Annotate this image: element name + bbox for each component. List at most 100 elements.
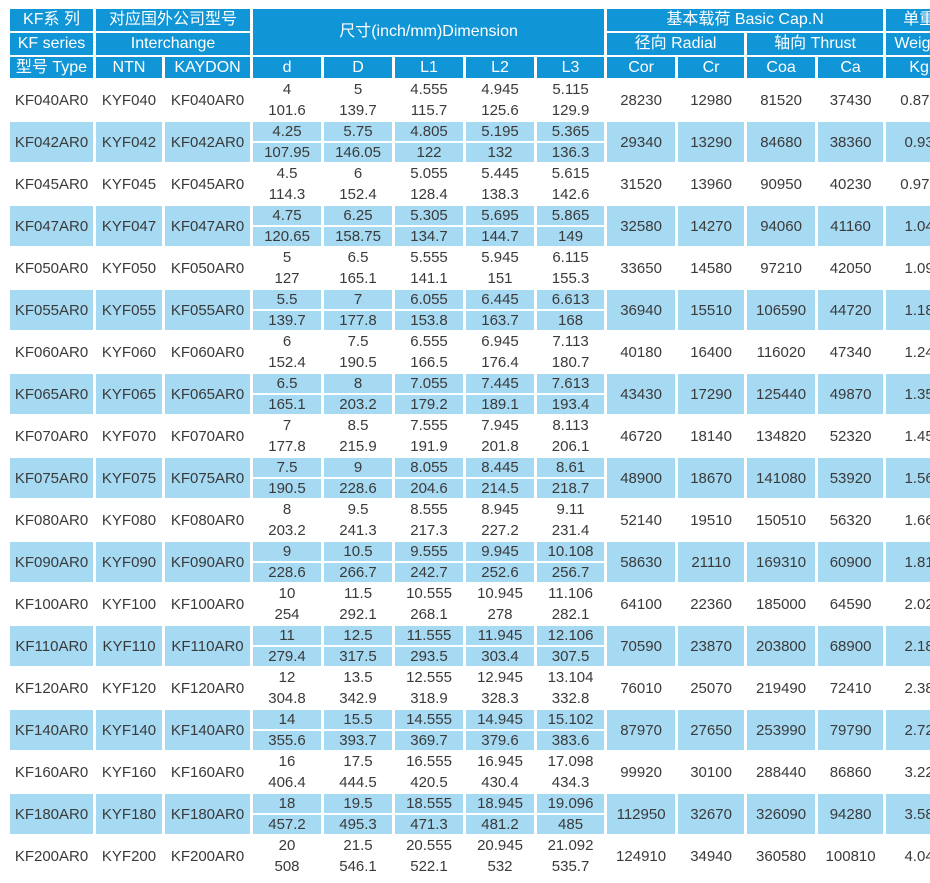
cell-dim-L1: 10.555 268.1 bbox=[395, 584, 463, 624]
cell-cor: 43430 bbox=[607, 374, 676, 414]
cell-kaydon: KF200AR0 bbox=[170, 847, 245, 865]
dim-inch: 17.098 bbox=[547, 753, 594, 770]
dim-inch: 6.055 bbox=[395, 290, 464, 311]
header-col-cor: Cor bbox=[607, 57, 676, 78]
dim-mm: 293.5 bbox=[410, 648, 448, 665]
cell-kg: 2.18 bbox=[886, 626, 930, 666]
cell-kaydon: KF140AR0 bbox=[165, 710, 251, 750]
cell-cr: 14580 bbox=[690, 259, 732, 277]
dim-inch: 4.5 bbox=[276, 165, 298, 182]
dim-inch: 14.945 bbox=[466, 710, 535, 731]
cell-coa: 150510 bbox=[756, 511, 807, 529]
table-row: KF050AR0 KYF050 KF050AR0 5 127 6.5 165.1 5… bbox=[10, 248, 930, 288]
cell-dim-D: 8 203.2 bbox=[324, 374, 393, 414]
dim-mm: 155.3 bbox=[551, 270, 590, 287]
dim-mm: 420.5 bbox=[410, 774, 448, 791]
header-dimension: 尺寸(inch/mm)Dimension bbox=[253, 9, 605, 55]
table-row: KF180AR0 KYF180 KF180AR0 18 457.2 19.5 495… bbox=[10, 794, 930, 834]
cell-type: KF050AR0 bbox=[14, 259, 89, 277]
dim-inch: 8.945 bbox=[481, 501, 519, 518]
cell-ca: 86860 bbox=[829, 763, 872, 781]
dim-inch: 12 bbox=[278, 669, 296, 686]
dim-mm: 163.7 bbox=[481, 312, 519, 329]
cell-kaydon: KF090AR0 bbox=[165, 542, 251, 582]
dim-inch: 9 bbox=[324, 458, 393, 479]
dim-mm: 107.95 bbox=[264, 144, 310, 161]
dim-mm: 176.4 bbox=[481, 354, 519, 371]
cell-dim-d: 4.25 107.95 bbox=[253, 122, 322, 162]
cell-cor: 33650 bbox=[620, 259, 662, 277]
cell-ntn: KYF060 bbox=[101, 343, 157, 361]
cell-dim-L2: 4.945 125.6 bbox=[466, 80, 534, 120]
cell-type: KF060AR0 bbox=[14, 343, 89, 361]
cell-cr: 21110 bbox=[678, 542, 745, 582]
cell-type: KF160AR0 bbox=[14, 763, 89, 781]
cell-type: KF090AR0 bbox=[10, 542, 93, 582]
cell-ca: 60900 bbox=[818, 542, 884, 582]
cell-ntn: KYF080 bbox=[101, 511, 157, 529]
header-weight-cn: 单重 bbox=[886, 9, 930, 31]
dim-mm: 177.8 bbox=[268, 438, 306, 455]
cell-dim-L1: 8.555 217.3 bbox=[395, 500, 463, 540]
cell-ntn: KYF045 bbox=[101, 175, 157, 193]
cell-kg: 2.02 bbox=[904, 595, 930, 613]
dim-mm: 141.1 bbox=[410, 270, 448, 287]
cell-cr: 18670 bbox=[678, 458, 745, 498]
dim-inch: 9.11 bbox=[556, 501, 585, 518]
dim-mm: 393.7 bbox=[339, 732, 377, 749]
cell-kaydon: KF050AR0 bbox=[170, 259, 245, 277]
cell-dim-L2: 5.195 132 bbox=[466, 122, 535, 162]
cell-dim-L2: 9.945 252.6 bbox=[466, 542, 535, 582]
cell-kaydon: KF110AR0 bbox=[165, 626, 251, 666]
cell-dim-L1: 18.555 471.3 bbox=[395, 794, 464, 834]
cell-dim-L3: 8.113 206.1 bbox=[537, 416, 604, 456]
dim-inch: 6.945 bbox=[481, 333, 519, 350]
cell-dim-d: 4 101.6 bbox=[253, 80, 321, 120]
cell-dim-L1: 14.555 369.7 bbox=[395, 710, 464, 750]
cell-ntn: KYF110 bbox=[96, 626, 162, 666]
dim-mm: 318.9 bbox=[410, 690, 448, 707]
cell-coa: 97210 bbox=[760, 259, 802, 277]
cell-cor: 58630 bbox=[607, 542, 676, 582]
cell-cor: 32580 bbox=[607, 206, 676, 246]
dim-inch: 9.555 bbox=[395, 542, 464, 563]
cell-ntn: KYF200 bbox=[101, 847, 157, 865]
dim-mm: 332.8 bbox=[551, 690, 590, 707]
dim-mm: 268.1 bbox=[410, 606, 448, 623]
dim-mm: 120.65 bbox=[264, 228, 310, 245]
dim-inch: 16 bbox=[278, 753, 296, 770]
dim-mm: 166.5 bbox=[410, 354, 448, 371]
table-row: KF090AR0 KYF090 KF090AR0 9 228.6 10.5 266.… bbox=[10, 542, 930, 582]
cell-coa: 90950 bbox=[760, 175, 802, 193]
cell-kaydon: KF075AR0 bbox=[165, 458, 251, 498]
dim-inch: 15.102 bbox=[537, 710, 605, 731]
dim-inch: 7.5 bbox=[347, 333, 369, 350]
dim-mm: 342.9 bbox=[339, 690, 377, 707]
dim-mm: 434.3 bbox=[551, 774, 590, 791]
dim-mm: 177.8 bbox=[339, 312, 377, 329]
cell-dim-d: 6 152.4 bbox=[253, 332, 321, 372]
dim-inch: 9.945 bbox=[466, 542, 535, 563]
dim-inch: 6.555 bbox=[410, 333, 448, 350]
cell-coa: 326090 bbox=[747, 794, 816, 834]
dim-inch: 17.5 bbox=[343, 753, 373, 770]
header-weight-en: Weight bbox=[886, 33, 930, 55]
dim-mm: 139.7 bbox=[268, 312, 306, 329]
dim-inch: 6 bbox=[282, 333, 292, 350]
dim-mm: 152.4 bbox=[339, 186, 377, 203]
cell-kaydon: KF047AR0 bbox=[165, 206, 251, 246]
cell-coa: 253990 bbox=[747, 710, 816, 750]
dim-mm: 217.3 bbox=[410, 522, 448, 539]
cell-cor: 87970 bbox=[607, 710, 676, 750]
dim-mm: 144.7 bbox=[481, 228, 519, 245]
cell-dim-D: 6 152.4 bbox=[324, 164, 392, 204]
cell-dim-L2: 5.695 144.7 bbox=[466, 206, 535, 246]
dim-mm: 151 bbox=[487, 270, 513, 287]
dim-mm: 127 bbox=[274, 270, 300, 287]
cell-dim-L1: 20.555 522.1 bbox=[395, 836, 463, 876]
table-row: KF065AR0 KYF065 KF065AR0 6.5 165.1 8 203.2… bbox=[10, 374, 930, 414]
cell-ca: 44720 bbox=[818, 290, 884, 330]
dim-inch: 7.055 bbox=[395, 374, 464, 395]
dim-inch: 20.555 bbox=[406, 837, 452, 854]
cell-dim-L2: 8.945 227.2 bbox=[466, 500, 534, 540]
